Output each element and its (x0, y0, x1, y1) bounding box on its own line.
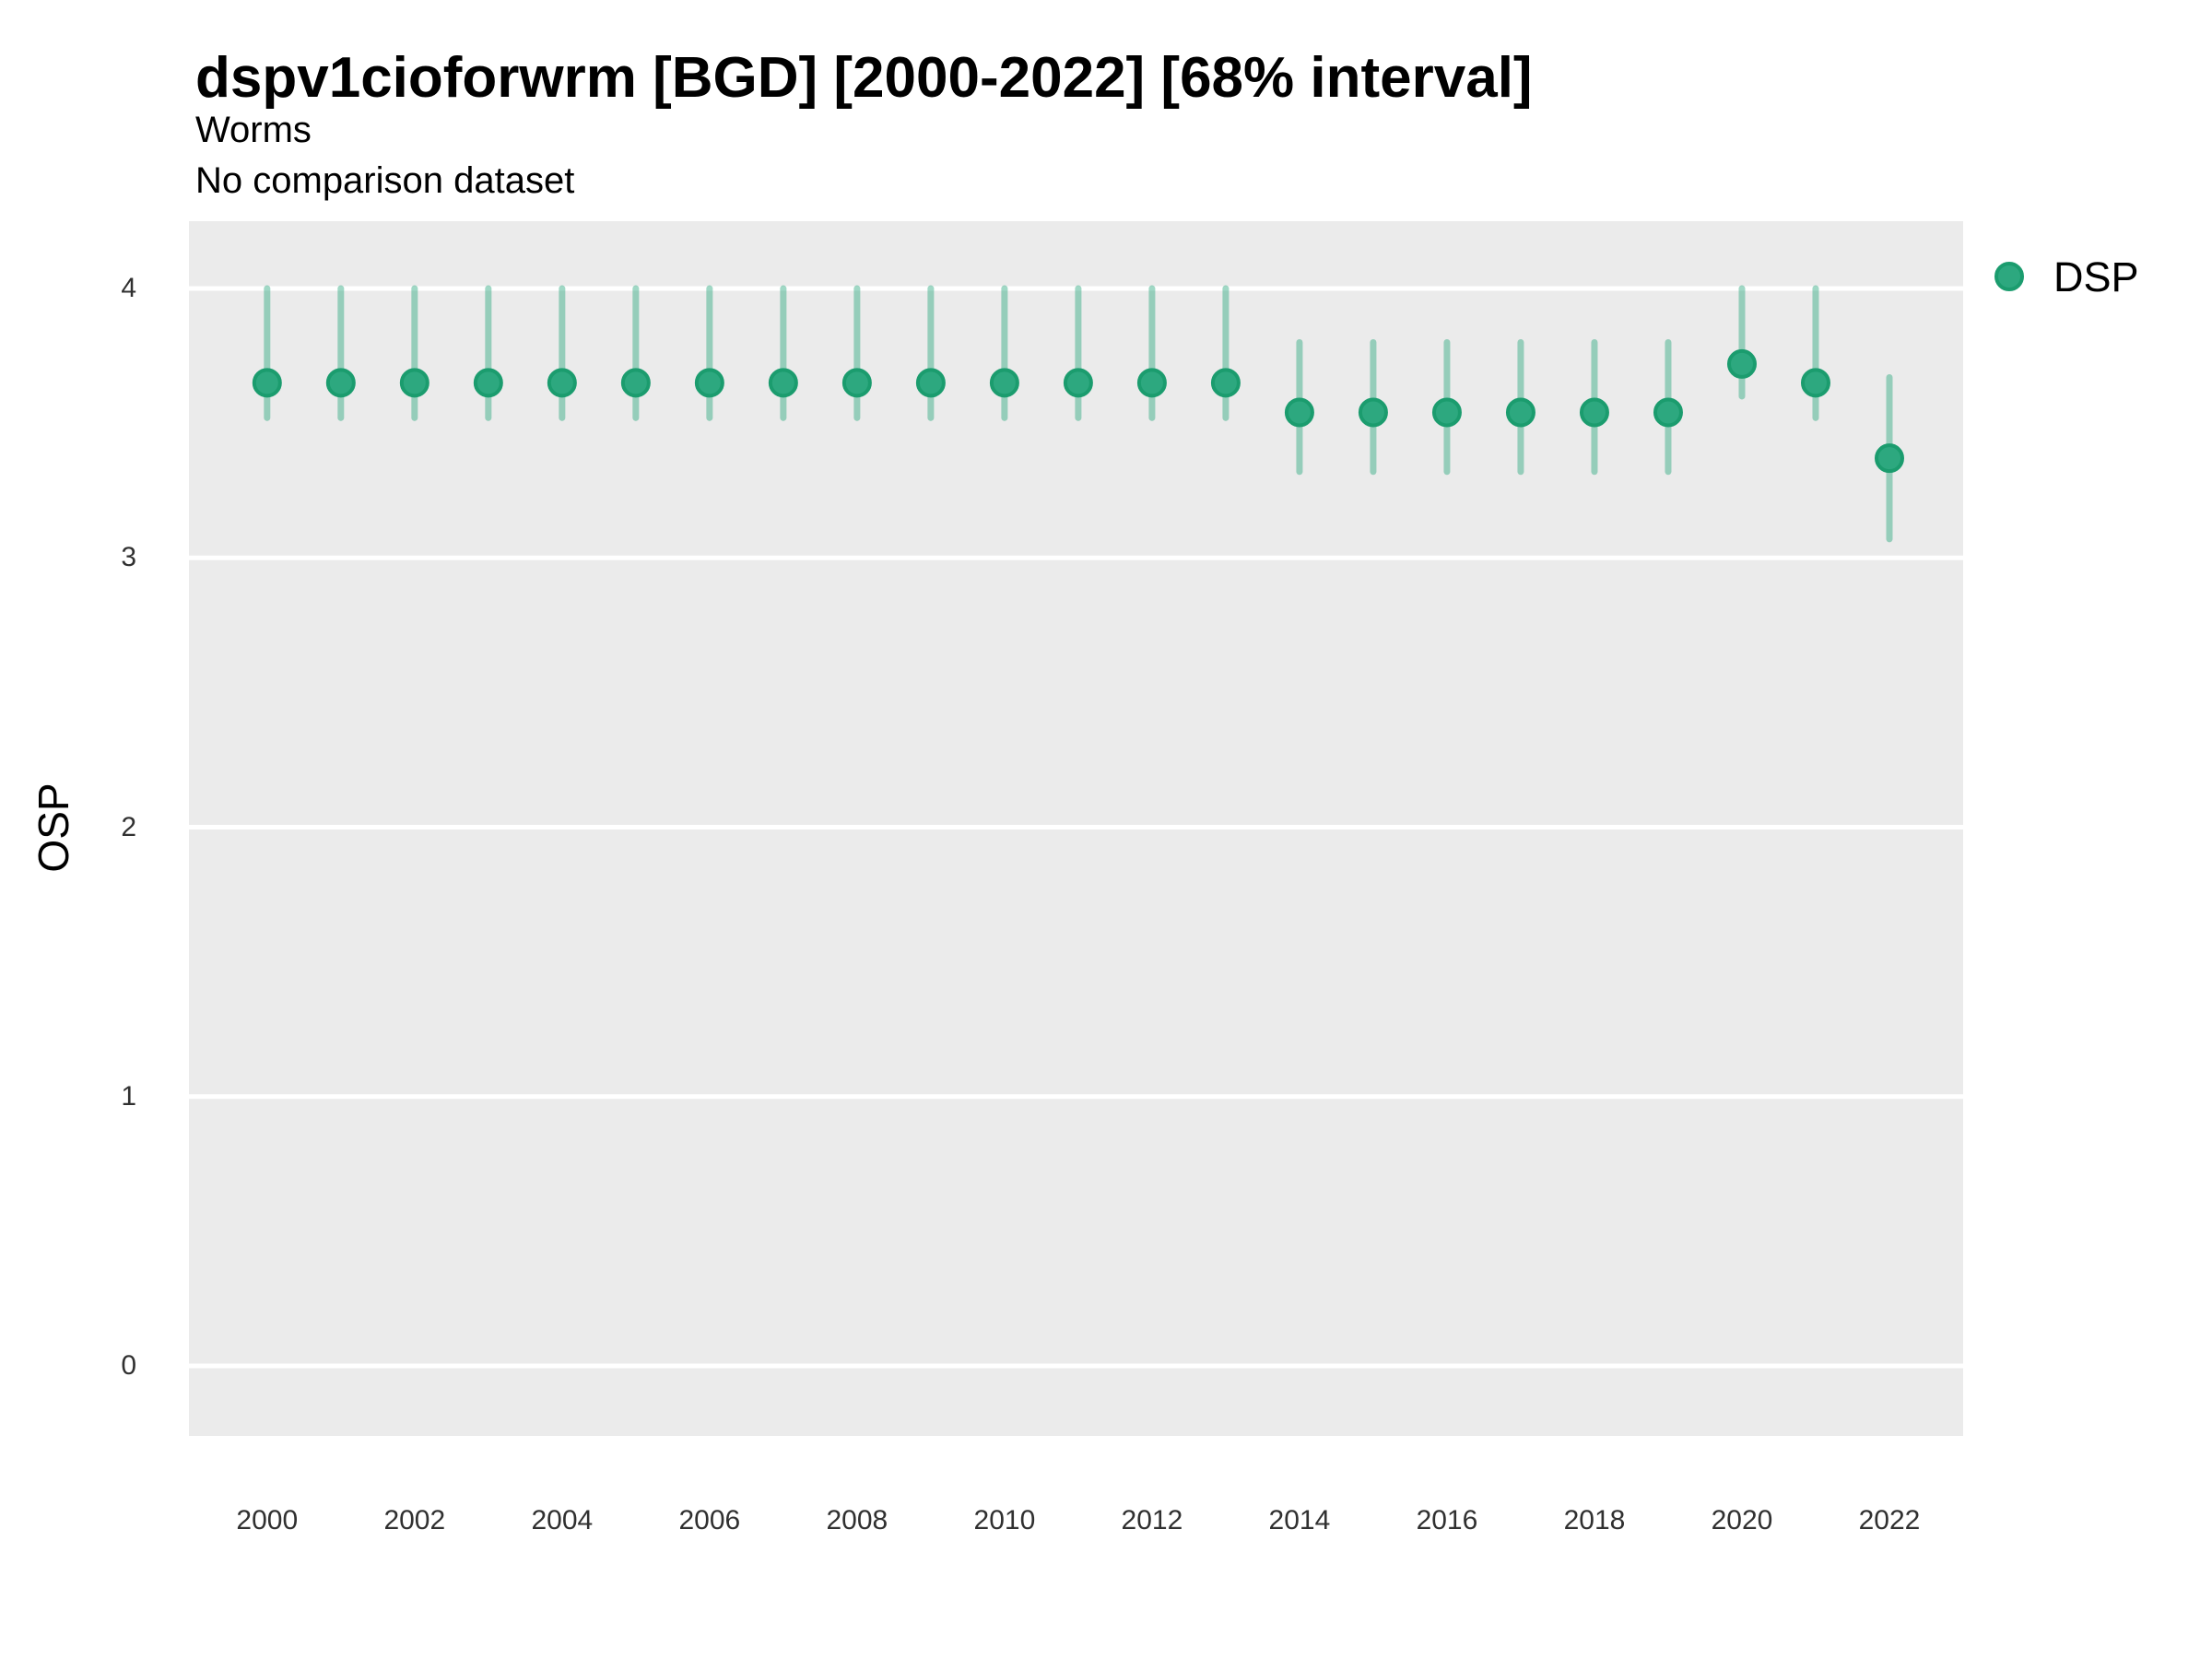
data-point-2009 (915, 368, 946, 398)
chart-title: dspv1cioforwrm [BGD] [2000-2022] [68% in… (195, 46, 1533, 110)
x-tick-label-2014: 2014 (1268, 1505, 1331, 1535)
y-tick-label-1: 1 (121, 1080, 136, 1112)
data-point-2016 (1431, 397, 1462, 428)
data-point-2003 (473, 368, 503, 398)
x-tick-label-2016: 2016 (1416, 1505, 1478, 1535)
data-point-2000 (252, 368, 282, 398)
data-point-2005 (620, 368, 651, 398)
data-point-2013 (1210, 368, 1241, 398)
x-tick-label-2018: 2018 (1563, 1505, 1626, 1535)
x-tick-label-2000: 2000 (236, 1505, 299, 1535)
x-tick-label-2004: 2004 (531, 1505, 594, 1535)
data-point-2011 (1063, 368, 1093, 398)
data-point-2002 (399, 368, 429, 398)
data-point-2007 (768, 368, 798, 398)
legend-point-icon (1994, 262, 2024, 291)
x-tick-label-2002: 2002 (383, 1505, 446, 1535)
legend-series-label: DSP (2053, 253, 2139, 300)
y-tick-label-4: 4 (121, 273, 136, 304)
data-point-2014 (1284, 397, 1314, 428)
data-point-2001 (325, 368, 356, 398)
comparison-dataset-note: No comparison dataset (195, 160, 575, 201)
y-tick-label-0: 0 (121, 1350, 136, 1382)
x-tick-label-2012: 2012 (1121, 1505, 1183, 1535)
x-tick-label-2022: 2022 (1858, 1505, 1921, 1535)
x-tick-label-2006: 2006 (678, 1505, 741, 1535)
data-point-2019 (1653, 397, 1683, 428)
x-tick-label-2008: 2008 (826, 1505, 888, 1535)
data-point-2015 (1358, 397, 1388, 428)
data-point-2021 (1800, 368, 1830, 398)
data-point-2010 (989, 368, 1019, 398)
x-tick-label-2010: 2010 (973, 1505, 1036, 1535)
y-tick-label-2: 2 (121, 811, 136, 842)
data-point-2020 (1726, 348, 1757, 379)
x-tick-label-2020: 2020 (1711, 1505, 1773, 1535)
data-point-2017 (1505, 397, 1535, 428)
data-point-2004 (547, 368, 577, 398)
data-point-2006 (694, 368, 724, 398)
data-point-2012 (1136, 368, 1167, 398)
data-point-2008 (841, 368, 872, 398)
data-point-2018 (1579, 397, 1609, 428)
data-point-2022 (1874, 443, 1904, 474)
y-tick-label-3: 3 (121, 542, 136, 573)
chart-subtitle: Worms (195, 110, 312, 150)
y-axis-title: OSP (29, 782, 77, 873)
